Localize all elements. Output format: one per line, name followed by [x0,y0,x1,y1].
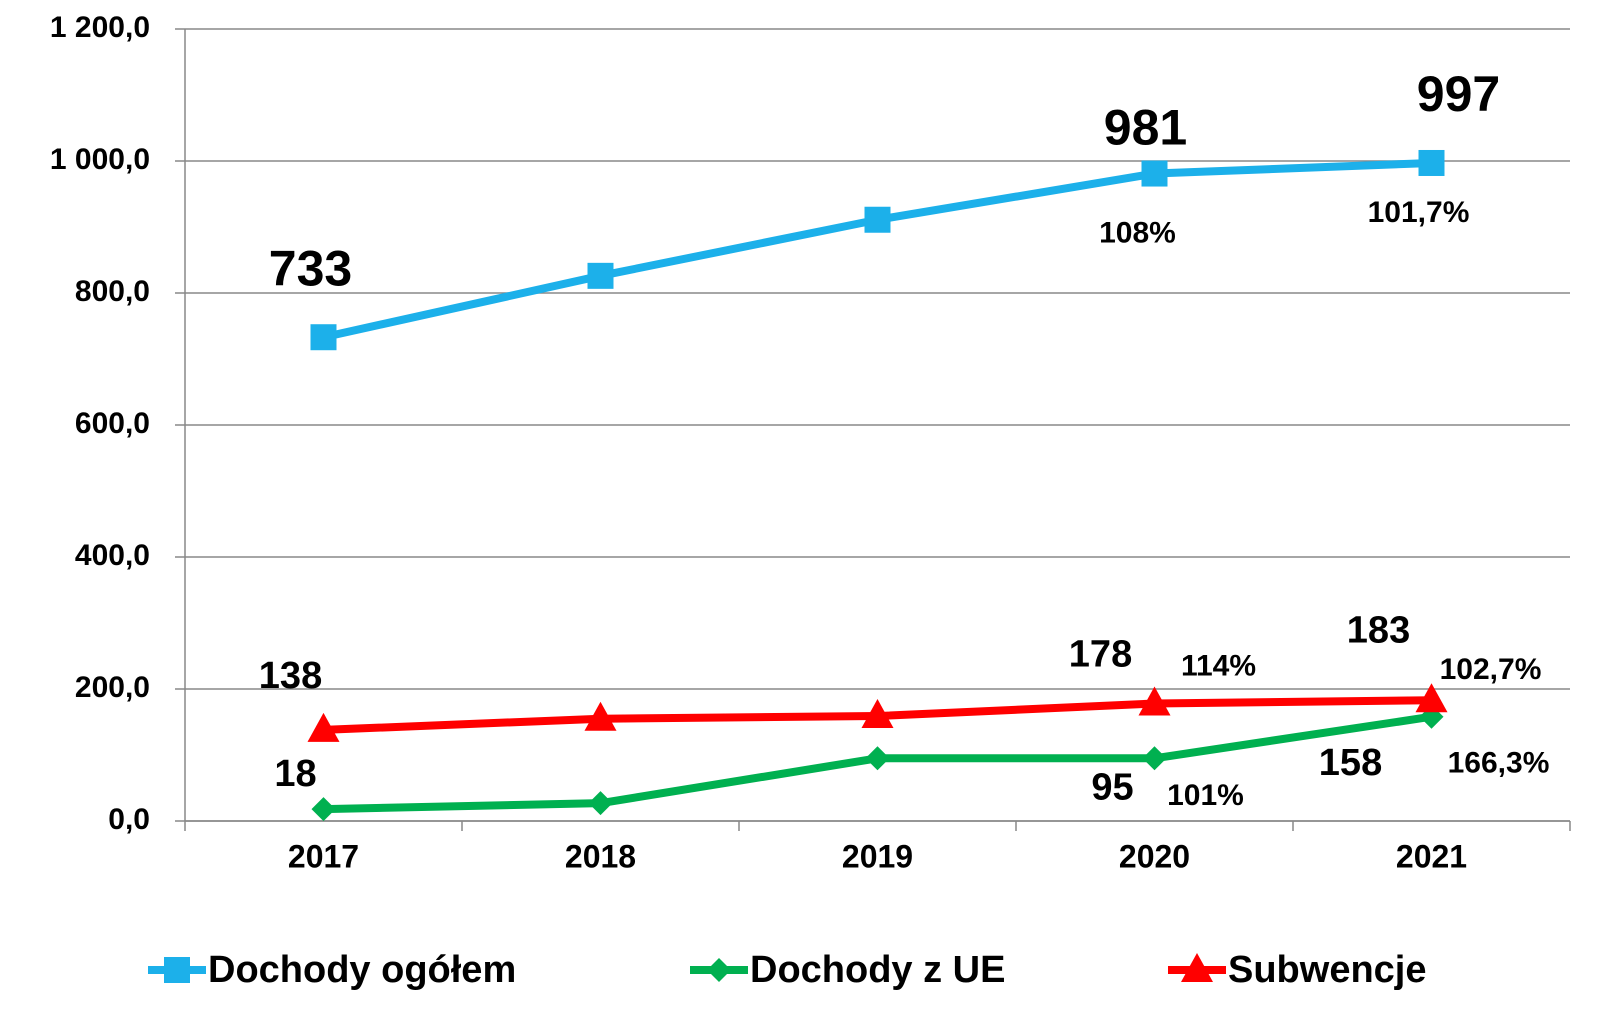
point [1138,686,1171,716]
x-tick-label: 2020 [1119,838,1190,874]
change-label: 114% [1181,649,1256,682]
legend-label: Dochody z UE [750,949,1005,991]
legend-label: Subwencje [1228,949,1427,991]
y-tick-label: 400,0 [75,539,150,572]
legend-marker [1181,953,1213,982]
point [588,791,613,816]
data-label: 95 [1091,766,1133,808]
change-label: 102,7% [1440,653,1542,686]
point [865,746,890,771]
point [1415,683,1448,713]
x-tick-label: 2017 [288,838,359,874]
line [322,158,1432,342]
y-tick-label: 800,0 [75,275,150,308]
point [1141,160,1168,187]
legend-marker [707,958,731,982]
y-tick-label: 200,0 [75,671,150,704]
data-label: 733 [269,240,352,296]
x-tick-label: 2021 [1396,838,1467,874]
data-label: 18 [274,753,316,795]
point [311,797,336,822]
data-label: 981 [1104,100,1187,156]
point [307,712,340,742]
data-label: 138 [259,655,322,697]
point [1418,149,1445,176]
point [864,206,891,233]
point [310,324,337,351]
y-tick-label: 1 200,0 [50,11,150,44]
x-tick-label: 2019 [842,838,913,874]
data-label: 158 [1319,742,1382,784]
point [584,701,617,731]
point [587,262,614,289]
y-tick-label: 0,0 [108,803,150,836]
change-label: 101,7% [1368,196,1470,229]
change-label: 101% [1167,779,1244,812]
data-label: 997 [1417,66,1500,122]
y-tick-label: 1 000,0 [50,143,150,176]
change-label: 108% [1099,216,1176,249]
x-tick-label: 2018 [565,838,636,874]
change-label: 166,3% [1448,747,1550,780]
point [1142,746,1167,771]
legend-marker [164,957,190,983]
point [861,699,894,729]
data-label: 178 [1069,634,1132,676]
legend-label: Dochody ogółem [208,949,516,991]
data-label: 183 [1347,609,1410,651]
y-tick-label: 600,0 [75,407,150,440]
